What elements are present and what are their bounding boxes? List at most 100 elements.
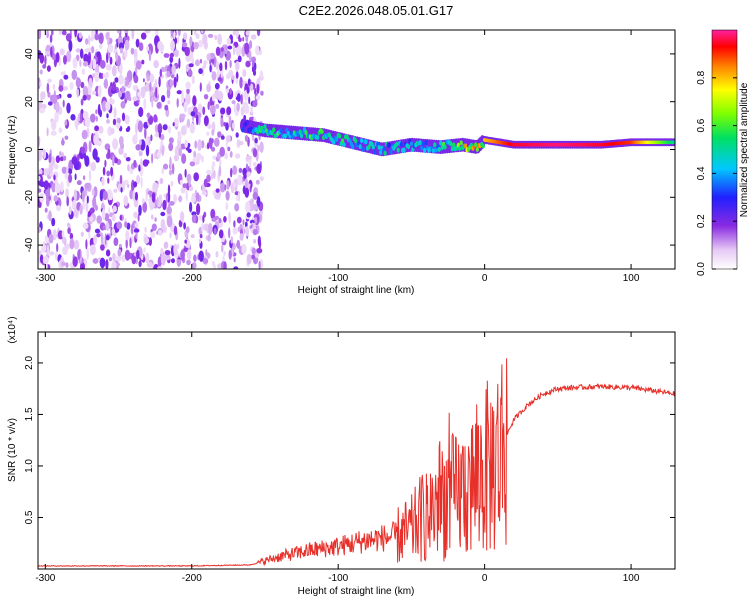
spectrogram-noise-cell <box>190 111 196 117</box>
spectrogram-noise-cell <box>119 47 124 54</box>
spectrogram-noise-cell <box>225 73 231 80</box>
spectrogram-x-tick-label: -100 <box>328 273 348 284</box>
spectrogram-noise-cell <box>157 256 162 268</box>
spectrogram-noise-cell <box>42 256 49 265</box>
spectrogram-noise-cell <box>182 183 187 189</box>
spectrogram-noise-cell <box>118 243 122 248</box>
spectrogram-noise-cell <box>186 226 190 234</box>
spectrogram-noise-cell <box>82 222 89 230</box>
spectrogram-ridge-point <box>474 142 478 148</box>
spectrogram-noise-cell <box>251 34 257 40</box>
spectrogram-noise-cell <box>180 249 185 261</box>
spectrogram-noise-cell <box>105 259 109 269</box>
spectrogram-noise-cell <box>151 223 157 232</box>
spectrogram-noise-cell <box>103 78 108 89</box>
spectrogram-noise-cell <box>198 238 201 244</box>
spectrogram-noise-cell <box>109 127 115 135</box>
spectrogram-ridge-point <box>342 142 346 148</box>
spectrogram-noise-cell <box>186 118 191 128</box>
spectrogram-noise-cell <box>169 56 174 63</box>
spectrogram-noise-cell <box>113 237 119 247</box>
spectrogram-noise-cell <box>250 105 253 115</box>
spectrogram-ridge-point <box>406 144 411 150</box>
spectrogram-noise-cell <box>138 150 143 157</box>
spectrogram-noise-cell <box>203 115 209 127</box>
spectrogram-noise-cell <box>81 190 85 202</box>
spectrogram-noise-cell <box>163 53 170 58</box>
spectrogram-noise-cell <box>214 215 219 220</box>
spectrogram-noise-cell <box>177 132 182 142</box>
snr-y-tick-label: 0.5 <box>24 510 35 524</box>
spectrogram-x-label: Height of straight line (km) <box>298 285 415 296</box>
spectrogram-noise-cell <box>67 222 70 228</box>
snr-x-tick-label: 0 <box>482 573 488 584</box>
spectrogram-noise-cell <box>125 157 131 162</box>
spectrogram-noise-cell <box>237 55 242 63</box>
spectrogram-noise-cell <box>185 93 189 100</box>
spectrogram-noise-cell <box>91 90 97 95</box>
spectrogram-noise-cell <box>84 38 89 45</box>
spectrogram-noise-cell <box>220 182 226 193</box>
spectrogram-ridge-point <box>377 145 381 150</box>
spectrogram-noise-cell <box>88 169 92 182</box>
spectrogram-noise-cell <box>245 201 251 214</box>
spectrogram-noise-cell <box>219 62 223 72</box>
spectrogram-noise-cell <box>124 30 129 34</box>
spectrogram-noise-cell <box>158 76 161 88</box>
spectrogram-noise-cell <box>173 117 179 127</box>
spectrogram-noise-cell <box>99 60 106 69</box>
spectrogram-ridge-point <box>399 142 403 147</box>
spectrogram-noise-cell <box>249 219 256 224</box>
spectrogram-noise-cell <box>66 102 71 114</box>
spectrogram-noise-cell <box>124 39 130 51</box>
spectrogram-noise-cell <box>108 257 112 262</box>
spectrogram-ridge-point <box>261 128 266 134</box>
spectrogram-ridge-point <box>383 150 387 156</box>
spectrogram-ridge-point <box>364 139 368 145</box>
snr-x-tick-label: -100 <box>328 573 348 584</box>
spectrogram-noise-cell <box>239 229 243 235</box>
spectrogram-noise-cell <box>215 61 219 70</box>
spectrogram-noise-cell <box>123 179 129 186</box>
spectrogram-noise-cell <box>146 112 151 119</box>
spectrogram-noise-cell <box>160 218 166 230</box>
spectrogram-noise-cell <box>107 148 111 160</box>
spectrogram-noise-cell <box>154 132 160 138</box>
spectrogram-noise-cell <box>100 244 105 251</box>
spectrogram-ridge-point <box>421 141 425 147</box>
spectrogram-noise-cell <box>105 234 110 241</box>
spectrogram-noise-cell <box>244 134 249 142</box>
spectrogram-noise-cell <box>112 252 116 263</box>
spectrogram-noise-cell <box>243 173 247 180</box>
spectrogram-noise-cell <box>55 155 61 163</box>
spectrogram-noise-cell <box>191 75 195 85</box>
spectrogram-noise-region <box>38 30 264 269</box>
spectrogram-noise-cell <box>62 99 65 108</box>
spectrogram-noise-cell <box>140 158 143 170</box>
spectrogram-noise-cell <box>235 71 239 79</box>
spectrogram-noise-cell <box>214 34 218 41</box>
spectrogram-noise-cell <box>151 153 154 164</box>
spectrogram-noise-cell <box>38 250 42 256</box>
colorbar-tick-label: 0.0 <box>696 262 707 276</box>
spectrogram-noise-cell <box>181 153 187 164</box>
spectrogram-noise-cell <box>146 261 153 268</box>
spectrogram-noise-cell <box>198 250 204 262</box>
spectrogram-noise-cell <box>51 95 58 104</box>
spectrogram-noise-cell <box>256 247 263 254</box>
spectrogram-noise-cell <box>153 152 157 159</box>
spectrogram-noise-cell <box>145 159 150 165</box>
spectrogram-noise-cell <box>199 82 202 92</box>
spectrogram-noise-cell <box>100 72 104 80</box>
spectrogram-noise-cell <box>243 102 249 113</box>
spectrogram-noise-cell <box>244 221 248 228</box>
spectrogram-noise-cell <box>48 210 52 222</box>
snr-y-label: SNR (10 * v/v) <box>7 418 18 482</box>
spectrogram-noise-cell <box>200 58 202 64</box>
spectrogram-noise-cell <box>157 123 163 135</box>
spectrogram-noise-cell <box>69 238 75 250</box>
spectrogram-noise-cell <box>236 239 241 249</box>
spectrogram-noise-cell <box>212 161 216 168</box>
spectrogram-noise-cell <box>97 85 102 98</box>
